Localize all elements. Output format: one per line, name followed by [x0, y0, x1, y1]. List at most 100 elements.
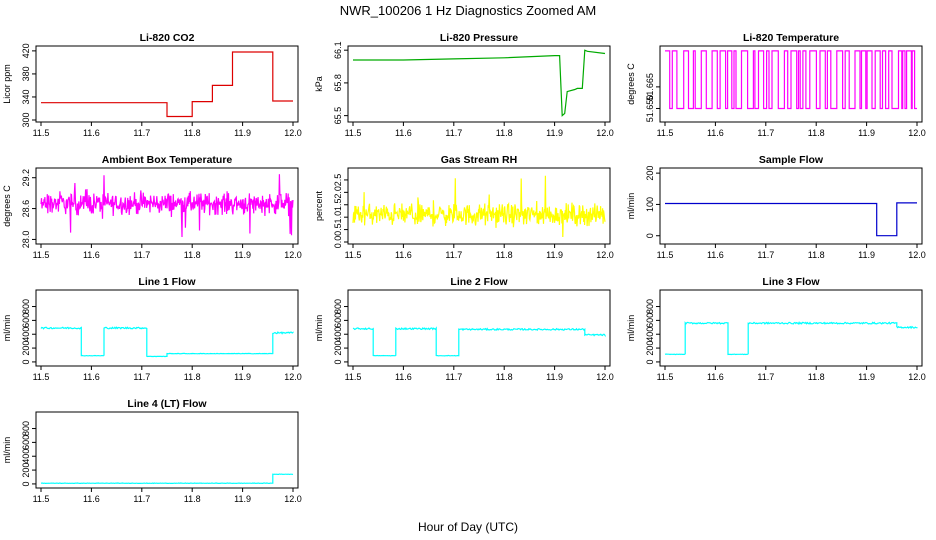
plot-frame — [347, 289, 611, 367]
y-tick-label: 600 — [645, 313, 655, 328]
panel-4: Gas Stream RH 11.5 11.6 11.7 11.8 11.9 12.0 0.0… — [314, 154, 614, 260]
plot-frame — [659, 45, 923, 123]
panel-title: Ambient Box Temperature — [102, 154, 233, 166]
y-tick-label: 65.8 — [333, 74, 343, 92]
y-tick-label: 1.0 — [333, 211, 343, 224]
y-tick-label: 51.665 — [645, 73, 655, 101]
x-tick-label: 11.5 — [345, 372, 362, 382]
x-tick-label: 11.7 — [445, 250, 462, 260]
y-tick-label: 800 — [333, 299, 343, 314]
panel-3: Ambient Box Temperature 11.5 11.6 11.7 11.8 1… — [2, 154, 302, 260]
y-tick-label: 200 — [21, 463, 31, 478]
y-tick-label: 800 — [21, 299, 31, 314]
y-tick-label: 200 — [21, 341, 31, 356]
x-tick-label: 11.7 — [133, 494, 150, 504]
data-series — [352, 175, 606, 238]
panel-title: Li-820 Pressure — [440, 32, 518, 44]
x-tick-label: 11.7 — [757, 128, 774, 138]
y-tick-label: 29.2 — [21, 169, 31, 187]
x-tick-label: 11.5 — [345, 250, 362, 260]
x-axis-label: Hour of Day (UTC) — [418, 520, 518, 534]
panel-title: Li-820 CO2 — [140, 32, 195, 44]
x-tick-label: 11.9 — [546, 250, 563, 260]
y-tick-label: 100 — [645, 197, 655, 212]
x-tick-label: 11.9 — [858, 128, 875, 138]
x-tick-label: 11.8 — [496, 250, 513, 260]
y-tick-label: 400 — [645, 327, 655, 342]
x-tick-label: 11.6 — [83, 250, 100, 260]
x-tick-label: 11.7 — [757, 250, 774, 260]
y-tick-label: 51.650 — [645, 95, 655, 123]
x-tick-label: 12.0 — [596, 128, 614, 138]
x-tick-label: 11.8 — [184, 372, 201, 382]
x-tick-label: 11.7 — [445, 128, 462, 138]
y-tick-label: 200 — [645, 341, 655, 356]
y-tick-label: 2.0 — [333, 186, 343, 199]
y-axis-label: ml/min — [314, 315, 324, 342]
x-tick-label: 11.6 — [83, 494, 100, 504]
y-tick-label: 0.5 — [333, 223, 343, 236]
x-tick-label: 11.6 — [83, 372, 100, 382]
x-tick-label: 11.8 — [808, 128, 825, 138]
y-tick-label: 28.0 — [21, 231, 31, 249]
panel-2: Li-820 Temperature 11.5 11.6 11.7 11.8 11.9 12… — [626, 32, 926, 138]
x-tick-label: 11.6 — [395, 128, 412, 138]
y-tick-label: 600 — [21, 435, 31, 450]
data-series — [40, 473, 294, 485]
panel-1: Li-820 Pressure 11.5 11.6 11.7 11.8 11.9 12.0 6… — [314, 32, 614, 138]
data-series — [40, 326, 294, 358]
x-tick-label: 11.5 — [33, 250, 50, 260]
panel-title: Line 1 Flow — [138, 276, 196, 288]
plot-frame — [35, 289, 299, 367]
x-tick-label: 12.0 — [284, 128, 302, 138]
x-tick-label: 11.8 — [184, 250, 201, 260]
y-axis-label: ml/min — [2, 437, 12, 464]
plot-frame — [347, 167, 611, 245]
data-series — [665, 202, 917, 237]
x-tick-label: 11.7 — [133, 128, 150, 138]
y-tick-label: 420 — [21, 43, 31, 58]
y-tick-label: 300 — [21, 112, 31, 127]
x-tick-label: 11.8 — [496, 128, 513, 138]
plot-frame — [35, 411, 299, 489]
x-tick-label: 11.9 — [234, 372, 251, 382]
data-series — [41, 51, 293, 118]
data-series — [664, 321, 918, 356]
y-tick-label: 28.6 — [21, 200, 31, 218]
panel-5: Sample Flow 11.5 11.6 11.7 11.8 11.9 12.0 0 100 2… — [626, 154, 926, 260]
x-tick-label: 11.8 — [808, 372, 825, 382]
panel-title: Line 2 Flow — [450, 276, 508, 288]
y-tick-label: 65.5 — [333, 107, 343, 125]
y-tick-label: 200 — [333, 341, 343, 356]
y-tick-label: 400 — [21, 327, 31, 342]
y-axis-label: degrees C — [2, 185, 12, 227]
panel-9: Line 4 (LT) Flow 11.5 11.6 11.7 11.8 11.9 12.0… — [2, 398, 302, 504]
x-tick-label: 11.6 — [83, 128, 100, 138]
x-tick-label: 12.0 — [596, 372, 614, 382]
x-tick-label: 11.6 — [395, 372, 412, 382]
x-tick-label: 11.7 — [757, 372, 774, 382]
x-tick-label: 11.8 — [184, 494, 201, 504]
panel-title: Sample Flow — [759, 154, 824, 166]
x-tick-label: 11.5 — [657, 128, 674, 138]
x-tick-label: 12.0 — [908, 372, 926, 382]
x-tick-label: 12.0 — [908, 128, 926, 138]
x-tick-label: 11.6 — [707, 128, 724, 138]
plot-frame — [659, 289, 923, 367]
panel-title: Line 3 Flow — [762, 276, 820, 288]
panel-8: Line 3 Flow 11.5 11.6 11.7 11.8 11.9 12.0 0 2004… — [626, 276, 926, 382]
y-tick-label: 0.0 — [333, 236, 343, 249]
x-tick-label: 11.5 — [657, 250, 674, 260]
data-series — [665, 50, 917, 110]
y-tick-label: 66.1 — [333, 41, 343, 59]
x-tick-label: 11.5 — [33, 494, 50, 504]
x-tick-label: 11.9 — [858, 372, 875, 382]
x-tick-label: 12.0 — [284, 372, 302, 382]
plot-frame — [347, 45, 611, 123]
x-tick-label: 11.9 — [234, 250, 251, 260]
x-tick-label: 11.9 — [546, 372, 563, 382]
y-axis-label: kPa — [314, 76, 324, 92]
y-tick-label: 0 — [21, 359, 31, 364]
y-tick-label: 800 — [21, 421, 31, 436]
